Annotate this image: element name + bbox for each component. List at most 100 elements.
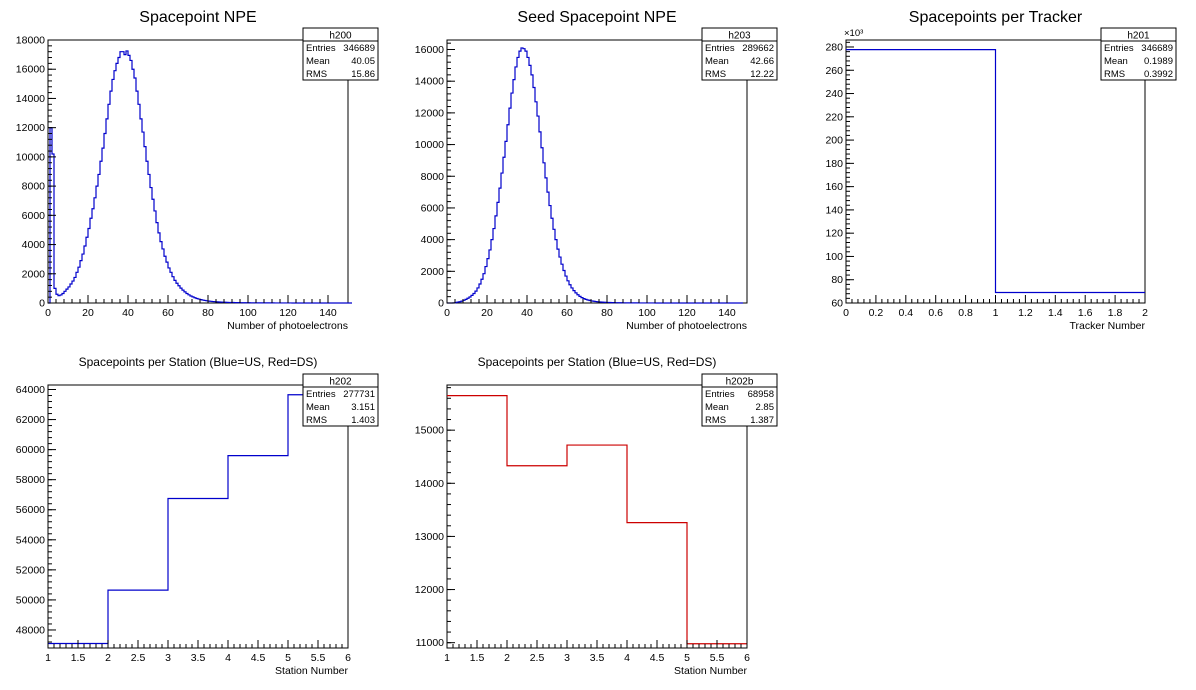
stats-histogram-name: h200: [329, 31, 352, 42]
x-tick-label: 2.5: [530, 652, 545, 664]
y-tick-label: 120: [825, 228, 843, 240]
x-tick-label: 120: [678, 307, 696, 319]
chart-title: Spacepoints per Tracker: [909, 9, 1083, 26]
y-tick-label: 16000: [16, 64, 45, 76]
y-tick-label: 18000: [16, 35, 45, 47]
stats-label: Mean: [306, 402, 330, 413]
x-tick-label: 1.5: [470, 652, 485, 664]
x-tick-label: 1: [444, 652, 450, 664]
histogram-panel-h201: Spacepoints per Tracker 0 0.2 0.4 0.6 0.8 1 1.2…: [825, 9, 1177, 332]
x-tick-label: 1: [45, 652, 51, 664]
x-tick-label: 4: [225, 652, 231, 664]
plot-frame: [446, 39, 748, 304]
y-tick-label: 6000: [421, 202, 445, 214]
stats-histogram-name: h201: [1127, 31, 1150, 42]
y-tick-label: 4000: [421, 234, 445, 246]
stats-value: 1.403: [351, 415, 375, 426]
stats-histogram-name: h203: [728, 31, 751, 42]
y-tick-label: 80: [831, 274, 843, 286]
stats-label: Mean: [705, 402, 729, 413]
histogram-panel-h202: Spacepoints per Station (Blue=US, Red=DS…: [16, 355, 379, 677]
y-tick-label: 58000: [16, 474, 45, 486]
stats-label: Entries: [306, 389, 336, 400]
x-tick-label: 60: [561, 307, 573, 319]
x-tick-label: 6: [744, 652, 750, 664]
histogram-panel-h200: Spacepoint NPE 0 20 40 60 80 100 120 140 0 2000 400…: [16, 9, 379, 332]
x-tick-label: 2: [105, 652, 111, 664]
x-tick-label: 5: [285, 652, 291, 664]
x-tick-label: 1.6: [1078, 307, 1093, 319]
x-tick-label: 1.8: [1108, 307, 1123, 319]
x-tick-label: 5: [684, 652, 690, 664]
y-tick-label: 2000: [421, 266, 445, 278]
stats-label: Entries: [705, 43, 735, 54]
y-tick-label: 260: [825, 65, 843, 77]
x-tick-label: 4.5: [650, 652, 665, 664]
x-tick-label: 40: [122, 307, 134, 319]
x-tick-label: 0: [45, 307, 51, 319]
x-axis-title: Station Number: [674, 665, 747, 677]
y-tick-label: 12000: [415, 107, 444, 119]
stats-value: 15.86: [351, 69, 375, 80]
y-tick-label: 50000: [16, 594, 45, 606]
stats-label: Mean: [306, 56, 330, 67]
x-tick-label: 4: [624, 652, 630, 664]
x-tick-label: 80: [601, 307, 613, 319]
stats-value: 0.1989: [1144, 56, 1173, 67]
x-tick-label: 120: [279, 307, 297, 319]
stats-value: 277731: [343, 389, 375, 400]
y-tick-label: 62000: [16, 414, 45, 426]
y-tick-label: 10000: [16, 151, 45, 163]
stats-label: Entries: [306, 43, 336, 54]
stats-label: Mean: [1104, 56, 1128, 67]
y-tick-label: 8000: [421, 171, 445, 183]
stats-value: 40.05: [351, 56, 375, 67]
y-tick-label: 14000: [16, 93, 45, 105]
x-tick-label: 5.5: [311, 652, 326, 664]
y-tick-label: 11000: [416, 637, 445, 649]
histogram-series: [447, 47, 743, 304]
y-tick-label: 10000: [415, 139, 444, 151]
stats-box-frame: [701, 27, 778, 81]
plot-frame: [47, 39, 349, 304]
stats-label: RMS: [306, 69, 327, 80]
x-tick-label: 100: [239, 307, 257, 319]
histogram-series: [846, 49, 1145, 294]
y-tick-label: 4000: [22, 239, 46, 251]
x-tick-label: 1: [993, 307, 999, 319]
chart-title: Spacepoints per Station (Blue=US, Red=DS…: [79, 355, 318, 369]
y-tick-label: 100: [825, 251, 843, 263]
y-tick-label: 220: [825, 111, 843, 123]
stats-value: 346689: [1141, 43, 1173, 54]
x-axis-title: Number of photoelectrons: [227, 320, 348, 332]
stats-histogram-name: h202b: [726, 377, 754, 388]
stats-value: 3.151: [351, 402, 375, 413]
x-tick-label: 0.4: [898, 307, 913, 319]
stats-value: 42.66: [750, 56, 774, 67]
stats-box-frame: [302, 373, 379, 427]
stats-histogram-name: h202: [329, 377, 352, 388]
x-tick-label: 2: [504, 652, 510, 664]
x-axis-title: Tracker Number: [1070, 320, 1146, 332]
x-tick-label: 20: [82, 307, 94, 319]
y-exponent-label: ×10³: [844, 28, 863, 39]
y-tick-label: 12000: [415, 584, 444, 596]
y-tick-label: 16000: [415, 44, 444, 56]
stats-value: 346689: [343, 43, 375, 54]
stats-label: RMS: [705, 69, 726, 80]
y-tick-label: 56000: [16, 504, 45, 516]
x-tick-label: 3.5: [191, 652, 206, 664]
x-tick-label: 60: [162, 307, 174, 319]
y-tick-label: 0: [438, 298, 444, 310]
histogram-panel-h202b: Spacepoints per Station (Blue=US, Red=DS…: [415, 355, 778, 677]
y-tick-label: 200: [825, 135, 843, 147]
histogram-series: [48, 394, 348, 645]
stats-value: 68958: [748, 389, 774, 400]
y-tick-label: 15000: [415, 425, 444, 437]
stats-label: RMS: [705, 415, 726, 426]
histogram-panel-h203: Seed Spacepoint NPE 0 20 40 60 80 100 120 140 0 20…: [415, 9, 778, 332]
y-tick-label: 2000: [22, 268, 46, 280]
